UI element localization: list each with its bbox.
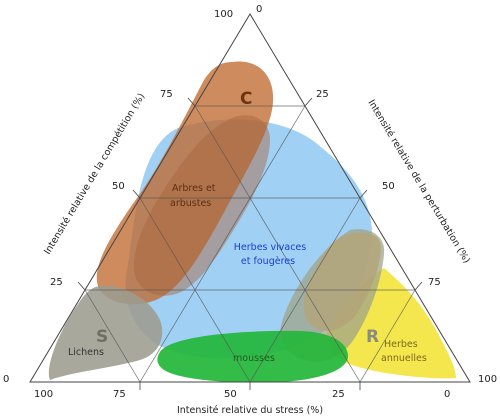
right-tick-0: 0 — [256, 4, 262, 15]
trees-label-line1: Arbres et — [172, 183, 216, 194]
left-tick-25: 25 — [50, 277, 63, 288]
stress-tolerator-letter: S — [96, 327, 108, 347]
ruderal-letter: R — [366, 327, 379, 347]
grid-lines — [84, 105, 416, 383]
bottom-tick-50: 50 — [224, 389, 237, 400]
right-tick-100: 100 — [478, 374, 497, 385]
trees-region — [96, 61, 274, 305]
mosses-label: mousses — [233, 353, 275, 364]
lichens-region — [48, 285, 163, 380]
annuals-label-line2: annuelles — [381, 353, 427, 364]
herbs-label-line1: Herbes vivaces — [234, 242, 307, 253]
ruderal-region — [280, 229, 385, 362]
bottom-tick-0: 0 — [444, 389, 450, 400]
annuals-label-line1: Herbes — [384, 339, 418, 350]
bottom-tick-75: 75 — [113, 389, 126, 400]
bottom-tick-100: 100 — [34, 389, 53, 400]
right-tick-50: 50 — [382, 181, 395, 192]
right-tick-75: 75 — [428, 277, 441, 288]
mosses-region — [157, 330, 348, 383]
left-tick-100: 100 — [214, 9, 233, 20]
bottom-axis-label: Intensité relative du stress (%) — [177, 405, 323, 416]
tick-marks — [77, 97, 423, 390]
herbs-label-line2: et fougères — [241, 256, 295, 267]
competitor-letter: C — [240, 89, 252, 109]
bottom-tick-25: 25 — [332, 389, 345, 400]
right-tick-25: 25 — [316, 89, 329, 100]
left-tick-0: 0 — [3, 374, 9, 385]
trees-inner-region — [133, 115, 270, 296]
lichens-label: Lichens — [68, 347, 104, 358]
trees-label-line2: arbustes — [170, 198, 211, 209]
left-tick-75: 75 — [160, 89, 173, 100]
left-tick-50: 50 — [112, 181, 125, 192]
